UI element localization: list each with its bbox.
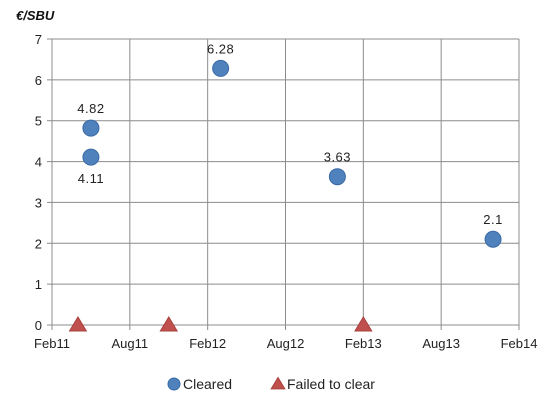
y-tick-label: 1 xyxy=(35,277,42,292)
cleared-point xyxy=(328,168,346,186)
y-tick-label: 5 xyxy=(35,114,42,129)
y-tick-label: 2 xyxy=(35,236,42,251)
x-tick-label: Feb12 xyxy=(189,336,226,351)
legend: Cleared Failed to clear xyxy=(167,376,375,392)
data-label: 4.82 xyxy=(77,101,104,116)
legend-label: Cleared xyxy=(183,376,232,392)
data-marks xyxy=(68,59,502,332)
legend-marker-cleared xyxy=(167,377,181,391)
data-label: 2.1 xyxy=(483,212,503,227)
y-tick-label: 6 xyxy=(35,73,42,88)
failed-point xyxy=(68,316,88,332)
x-tick-label: Aug13 xyxy=(422,336,460,351)
x-tick-label: Aug12 xyxy=(267,336,305,351)
y-tick-label: 4 xyxy=(35,155,42,170)
gridlines xyxy=(52,38,520,325)
failed-point xyxy=(159,316,179,332)
data-label: 6.28 xyxy=(207,41,234,56)
failed-point xyxy=(354,316,373,332)
x-tick-label: Aug11 xyxy=(112,336,149,351)
y-tick-label: 3 xyxy=(35,195,42,210)
legend-marker-failed xyxy=(270,376,286,390)
x-tick-label: Feb13 xyxy=(345,336,382,351)
data-labels: 4.82 4.11 6.28 3.63 2.1 xyxy=(77,41,503,227)
cleared-point xyxy=(82,119,100,137)
cleared-point xyxy=(212,59,230,77)
legend-label: Failed to clear xyxy=(287,376,375,392)
y-tick-label: 7 xyxy=(35,32,42,47)
y-tick-label: 0 xyxy=(35,318,42,333)
tick-labels: 0 1 2 3 4 5 6 7 Feb11 Aug11 Feb12 Aug12 Feb13 Aug13 Fe… xyxy=(34,32,537,351)
data-label: 4.11 xyxy=(78,171,104,186)
x-tick-label: Feb14 xyxy=(501,336,538,351)
cleared-point xyxy=(82,148,100,166)
cleared-point xyxy=(484,230,502,248)
x-tick-label: Feb11 xyxy=(34,336,70,351)
data-label: 3.63 xyxy=(324,150,351,165)
y-axis-label: €/SBU xyxy=(16,8,55,23)
